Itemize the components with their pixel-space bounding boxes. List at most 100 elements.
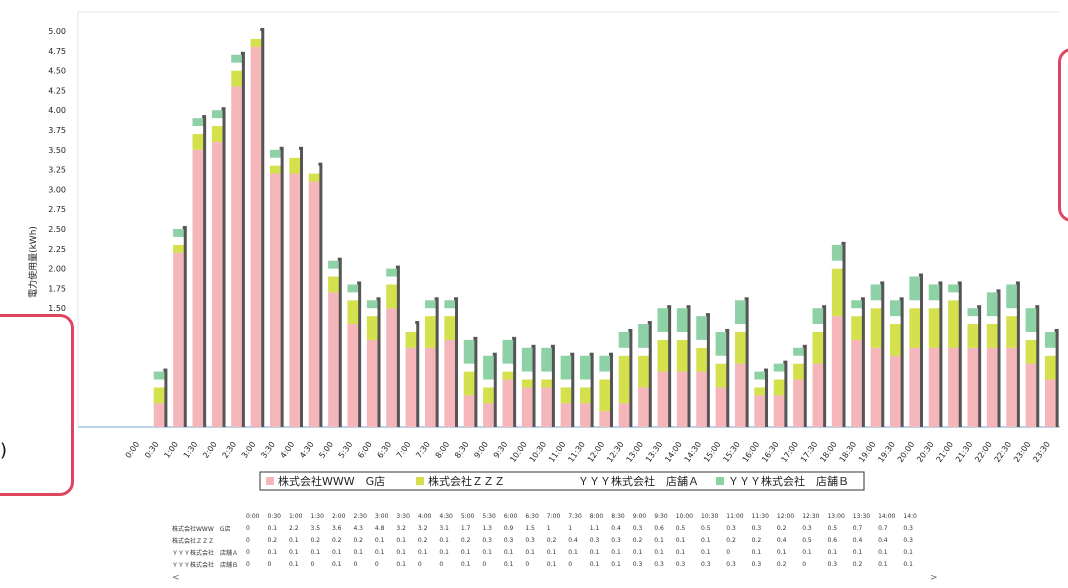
table-header-row: 0:00 0:30 1:00 1:30 2:00 2:30 3:00 3:30 4:00 4:30… [168, 510, 921, 522]
bar-segment-1 [618, 355, 630, 404]
bar-segment-2 [715, 355, 727, 364]
table-cell: 0.3 [701, 560, 711, 568]
bar-segment-1 [948, 300, 959, 348]
bar-segment-2 [1044, 347, 1056, 356]
x-tick-label: 20:00 [896, 440, 917, 464]
table-cell: 0.2 [353, 536, 363, 544]
table-cell: 0 [374, 560, 379, 568]
bar-segment-1 [502, 371, 514, 380]
table-header-cell: 6:00 [503, 512, 518, 520]
bar-shadow [357, 281, 362, 427]
bar-segment-0 [328, 292, 339, 427]
bar-segment-2 [870, 300, 882, 309]
table-header-cell: 8:30 [611, 512, 625, 520]
table-cell: 0.4 [852, 536, 863, 544]
x-tick-label: 13:30 [644, 440, 665, 464]
bar-segment-1 [424, 316, 436, 348]
bar-segment-0 [308, 181, 320, 427]
bar-segment-0 [483, 403, 494, 427]
bar-segment-1 [560, 387, 572, 404]
table-cell: 0.4 [568, 536, 578, 544]
table-cell: 0.1 [482, 548, 492, 556]
x-tick-label: 3:30 [259, 440, 277, 460]
legend-label: 株式会社ＺＺＺ [428, 474, 505, 488]
x-tick-label: 15:30 [721, 440, 742, 464]
table-cell: 0 [726, 548, 731, 556]
bar-segment-0 [599, 411, 611, 427]
table-cell: 0.3 [751, 524, 762, 532]
legend-swatch [266, 477, 274, 485]
data-table: 0:00 0:30 1:00 1:30 2:00 2:30 3:00 3:30 4:00 4:30… [168, 510, 948, 580]
bar-segment-1 [831, 268, 843, 317]
table-cell: 0.3 [827, 560, 838, 568]
table-cell: 0.2 [546, 536, 557, 544]
table-cell: 0.1 [546, 548, 557, 556]
bar-segment-1 [657, 339, 669, 372]
table-cell: 0 [246, 548, 250, 556]
table-cell: 0.1 [701, 536, 711, 544]
bar-shadow [512, 336, 517, 427]
bar-segment-1 [1025, 339, 1037, 364]
bar-segment-3 [328, 260, 339, 269]
bar-shadow [938, 281, 943, 427]
bar-segment-2 [967, 316, 979, 325]
table-cell: 0.1 [675, 536, 686, 544]
bar-shadow [686, 305, 691, 427]
table-cell: 0.1 [460, 560, 471, 568]
legend-swatch [416, 477, 424, 485]
table-cell: 0 [525, 560, 530, 568]
x-tick-label: 10:30 [528, 440, 549, 464]
bar-segment-0 [851, 339, 862, 427]
bar-segment-2 [618, 347, 630, 356]
table-header-cell: 2:00 [331, 512, 346, 520]
bar-segment-2 [444, 308, 456, 317]
x-tick-label: 11:30 [566, 440, 587, 464]
bar-segment-0 [231, 86, 242, 427]
y-tick-label: 2.50 [48, 225, 66, 234]
table-cell: 0.3 [503, 536, 514, 544]
table-cell: 0.1 [288, 560, 299, 568]
table-cell: 0.1 [903, 560, 913, 568]
bar-segment-1 [153, 387, 165, 404]
table-cell: 0.1 [288, 536, 299, 544]
table-cell: 0.2 [267, 536, 278, 544]
bar-segment-3 [909, 276, 921, 301]
bar-shadow [182, 226, 187, 427]
table-cell: 0.1 [903, 548, 913, 556]
x-tick-label: 12:30 [605, 440, 626, 464]
x-tick-label: 21:30 [954, 440, 975, 464]
table-cell: 0.6 [827, 536, 838, 544]
table-row-label: 株式会社ＺＺＺ [172, 537, 215, 545]
x-tick-label: 19:00 [857, 440, 878, 464]
table-cell: 0.2 [751, 536, 762, 544]
scroll-right-arrow[interactable]: > [930, 573, 938, 583]
table-cell: 0.1 [632, 548, 643, 556]
table-cell: 0.3 [903, 536, 913, 544]
bar-segment-3 [483, 355, 494, 380]
bar-segment-3 [967, 308, 979, 317]
bar-shadow [783, 360, 788, 427]
bar-segment-1 [386, 284, 397, 309]
table-cell: 0.2 [632, 536, 643, 544]
table-cell: 0.1 [267, 524, 278, 532]
scroll-left-arrow[interactable]: < [172, 573, 180, 583]
bar-shadow [705, 313, 710, 427]
table-cell: 0 [310, 560, 315, 568]
bar-segment-1 [889, 324, 901, 356]
bar-segment-0 [173, 252, 184, 427]
table-cell: 1 [568, 524, 573, 532]
y-tick-label: 4.75 [48, 47, 66, 56]
table-header-cell: 8:00 [589, 512, 604, 520]
x-tick-label: 5:00 [317, 440, 335, 460]
bar-shadow [667, 305, 672, 427]
bar-segment-0 [1025, 363, 1037, 427]
bar-segment-2 [366, 308, 378, 317]
bar-segment-0 [928, 347, 940, 427]
bar-segment-0 [986, 347, 998, 427]
table-row: ＹＹＹ株式会社 店舗Ｂ 0 0 0.1 0 0.1 0 0 0.1 0 0 0.1 0 0.1 0 0.1 0 0… [168, 558, 921, 570]
bar-segment-1 [1006, 316, 1017, 348]
bar-segment-1 [599, 379, 611, 412]
bar-shadow [628, 328, 633, 427]
table-cell: 0.1 [589, 548, 600, 556]
bar-segment-3 [754, 371, 766, 380]
